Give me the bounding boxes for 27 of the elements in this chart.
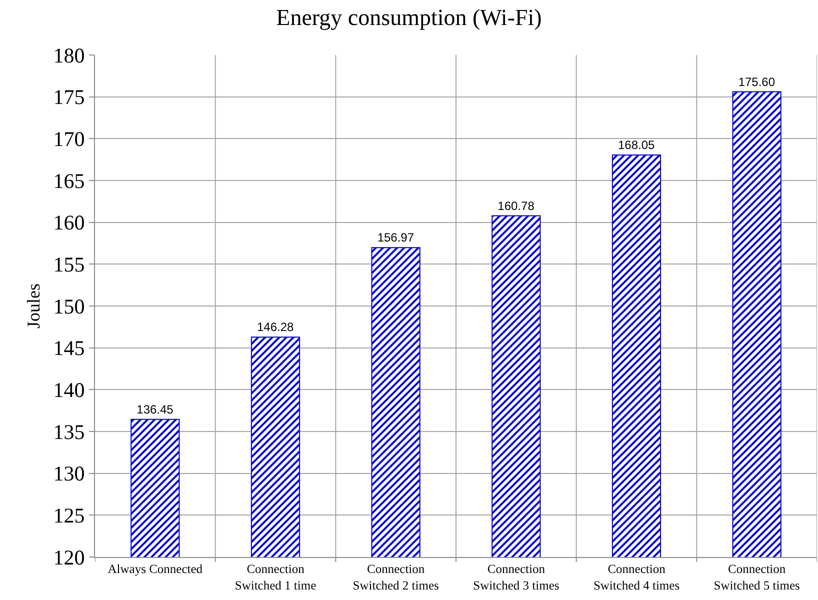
x-tick-label: Connection Switched 2 times [352, 562, 440, 592]
x-tick-label: Connection Switched 4 times [593, 562, 680, 592]
y-tick-label: 170 [53, 127, 85, 152]
data-label: 146.28 [256, 320, 294, 334]
y-tick-label: 140 [53, 378, 85, 402]
x-tick-label: Connection Switched 5 times [714, 562, 800, 592]
y-tick-label: 180 [53, 43, 85, 68]
y-tick-label: 150 [53, 294, 85, 318]
data-label: 156.97 [377, 230, 414, 245]
x-tick-label: Connection Switched 1 time [234, 562, 317, 592]
x-tick-label: Connection Switched 3 times [473, 562, 560, 592]
y-tick-label: 165 [53, 168, 85, 193]
y-axis-title: Joules [24, 284, 44, 328]
data-label: 136.45 [136, 402, 174, 416]
data-label: 160.78 [498, 198, 535, 213]
y-tick-label: 145 [53, 336, 85, 360]
y-tick-label: 160 [53, 210, 85, 235]
y-tick-label: 130 [53, 462, 85, 486]
y-tick-label: 120 [53, 545, 85, 570]
y-tick-label: 125 [53, 504, 85, 528]
y-tick-label: 175 [53, 85, 85, 110]
x-tick-label: Always Connected [108, 562, 204, 576]
chart-title: Energy consumption (Wi-Fi) [276, 5, 542, 30]
data-label: 175.60 [738, 74, 776, 89]
data-label: 168.05 [618, 138, 656, 152]
y-tick-label: 135 [53, 420, 85, 444]
y-tick-label: 155 [53, 252, 85, 277]
